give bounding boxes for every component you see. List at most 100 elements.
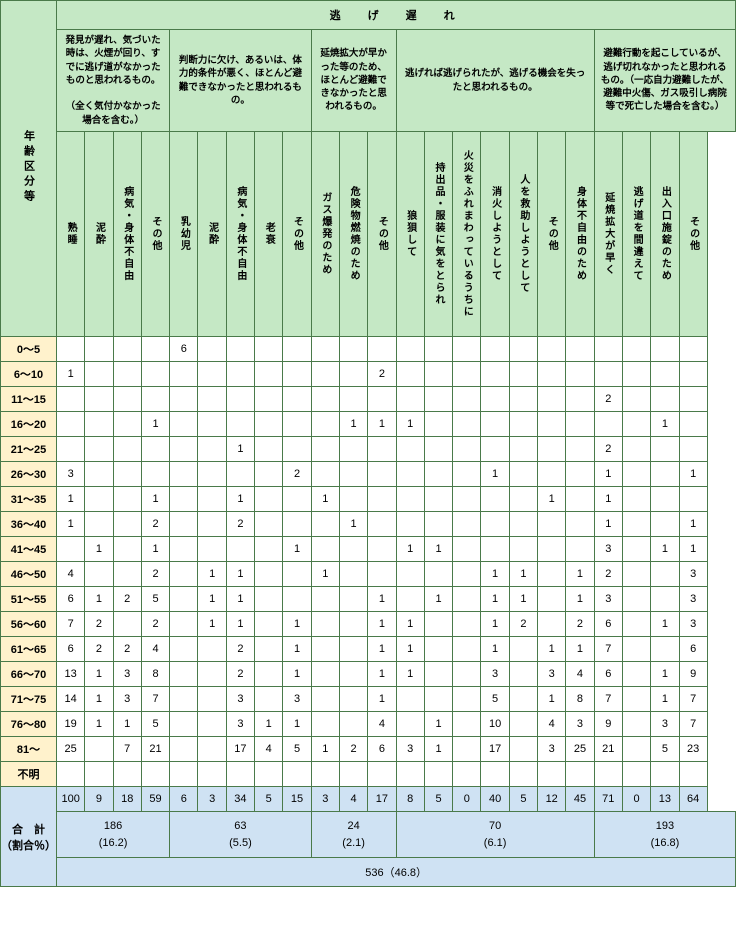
data-cell: 1 <box>679 462 707 487</box>
col-total: 0 <box>622 787 650 812</box>
data-cell: 1 <box>311 737 339 762</box>
data-cell <box>339 587 367 612</box>
data-cell: 3 <box>566 712 594 737</box>
data-cell: 13 <box>57 662 85 687</box>
data-cell <box>481 362 509 387</box>
col-total: 5 <box>255 787 283 812</box>
data-cell: 1 <box>651 412 679 437</box>
data-cell <box>85 462 113 487</box>
data-cell: 3 <box>679 562 707 587</box>
data-cell: 21 <box>141 737 169 762</box>
data-cell <box>509 537 537 562</box>
col-header-21: 出入口施錠のため <box>651 132 679 337</box>
data-cell <box>198 362 226 387</box>
data-cell: 3 <box>396 737 424 762</box>
data-cell <box>113 562 141 587</box>
data-cell <box>311 412 339 437</box>
data-cell <box>170 412 198 437</box>
data-cell: 1 <box>538 687 566 712</box>
data-cell <box>453 437 481 462</box>
data-cell: 3 <box>481 662 509 687</box>
data-cell <box>651 762 679 787</box>
data-cell: 3 <box>651 712 679 737</box>
data-cell <box>453 487 481 512</box>
data-cell: 1 <box>368 587 396 612</box>
data-cell: 1 <box>368 687 396 712</box>
row-header-label: 年齢区分等 <box>1 1 57 337</box>
data-cell <box>255 762 283 787</box>
data-cell <box>283 562 311 587</box>
data-cell <box>339 437 367 462</box>
data-cell <box>198 762 226 787</box>
data-cell <box>311 337 339 362</box>
data-cell: 1 <box>424 712 452 737</box>
data-cell <box>198 712 226 737</box>
data-cell <box>311 537 339 562</box>
row-label: 51～55 <box>1 587 57 612</box>
data-cell <box>198 637 226 662</box>
data-cell: 1 <box>283 537 311 562</box>
data-cell <box>396 337 424 362</box>
data-cell <box>538 387 566 412</box>
row-label: 11～15 <box>1 387 57 412</box>
col-header-4: 乳幼児 <box>170 132 198 337</box>
data-cell <box>85 437 113 462</box>
data-cell: 1 <box>651 687 679 712</box>
data-cell <box>481 437 509 462</box>
data-cell <box>339 612 367 637</box>
data-cell <box>622 412 650 437</box>
data-cell: 1 <box>368 412 396 437</box>
col-header-19: 延焼拡大が早く <box>594 132 622 337</box>
data-cell <box>566 387 594 412</box>
data-cell: 7 <box>113 737 141 762</box>
data-cell <box>85 362 113 387</box>
data-cell: 10 <box>481 712 509 737</box>
data-cell: 4 <box>566 662 594 687</box>
data-cell <box>651 562 679 587</box>
data-cell <box>396 587 424 612</box>
data-cell: 6 <box>594 612 622 637</box>
data-cell: 2 <box>283 462 311 487</box>
data-cell <box>424 462 452 487</box>
row-label: 61～65 <box>1 637 57 662</box>
data-cell <box>509 637 537 662</box>
data-cell <box>255 362 283 387</box>
data-cell: 1 <box>226 437 254 462</box>
data-cell: 5 <box>283 737 311 762</box>
col-total: 0 <box>453 787 481 812</box>
data-cell: 8 <box>141 662 169 687</box>
data-cell: 1 <box>85 712 113 737</box>
row-label: 21～25 <box>1 437 57 462</box>
col-total: 40 <box>481 787 509 812</box>
data-cell: 1 <box>509 562 537 587</box>
data-cell <box>255 337 283 362</box>
data-cell <box>283 337 311 362</box>
data-cell <box>368 387 396 412</box>
data-cell <box>396 562 424 587</box>
data-cell <box>396 762 424 787</box>
data-cell <box>170 687 198 712</box>
data-cell <box>255 487 283 512</box>
data-cell: 1 <box>368 612 396 637</box>
col-total: 3 <box>198 787 226 812</box>
data-cell <box>396 437 424 462</box>
data-cell <box>339 537 367 562</box>
data-cell: 6 <box>57 587 85 612</box>
data-cell: 1 <box>85 537 113 562</box>
data-cell <box>311 437 339 462</box>
data-cell: 2 <box>339 737 367 762</box>
data-cell <box>538 337 566 362</box>
data-cell <box>566 462 594 487</box>
data-cell <box>566 512 594 537</box>
data-cell: 8 <box>566 687 594 712</box>
col-total: 5 <box>424 787 452 812</box>
data-cell: 2 <box>594 562 622 587</box>
data-cell <box>368 437 396 462</box>
data-cell <box>113 487 141 512</box>
data-cell: 2 <box>226 637 254 662</box>
data-cell: 3 <box>113 687 141 712</box>
row-label: 76～80 <box>1 712 57 737</box>
row-label: 66～70 <box>1 662 57 687</box>
data-cell: 1 <box>566 587 594 612</box>
data-cell <box>424 437 452 462</box>
